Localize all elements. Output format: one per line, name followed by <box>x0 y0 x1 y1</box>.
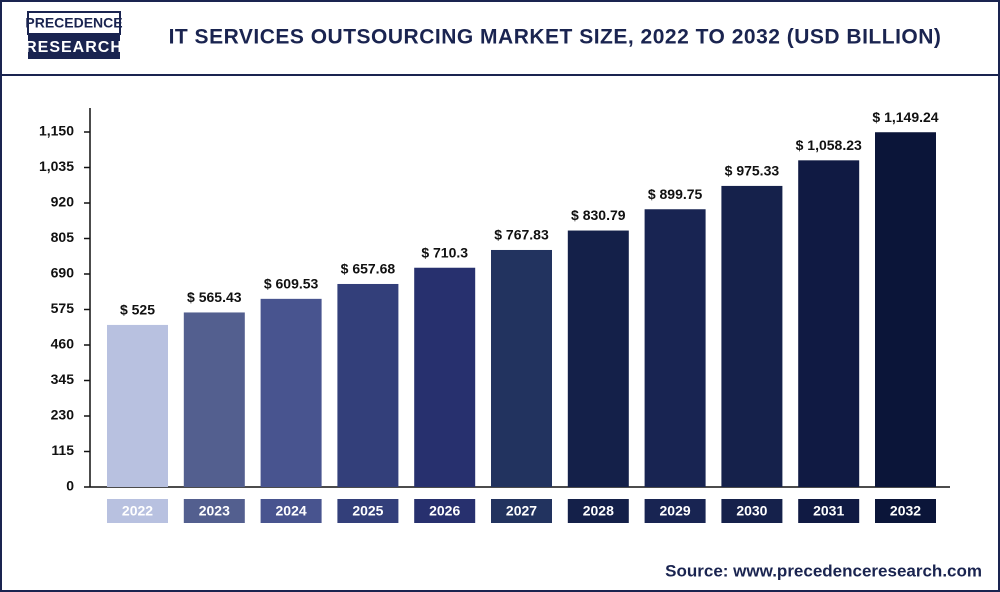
y-tick-label: 575 <box>51 300 75 316</box>
category-box <box>414 499 476 523</box>
value-label: $ 609.53 <box>264 276 319 292</box>
value-label: $ 657.68 <box>341 261 396 277</box>
y-tick-label: 1,150 <box>39 123 74 139</box>
bar <box>260 298 322 487</box>
bar <box>414 267 476 487</box>
category-box <box>491 499 552 523</box>
category-box <box>875 499 936 523</box>
value-label: $ 1,149.24 <box>872 109 938 125</box>
x-tick-label: 2028 <box>583 503 614 519</box>
category-box <box>798 499 860 523</box>
category-box <box>721 499 783 523</box>
bar <box>107 324 168 487</box>
chart-title: IT SERVICES OUTSOURCING MARKET SIZE, 202… <box>169 26 942 49</box>
logo-text: PRECEDENCE <box>25 15 122 31</box>
x-tick-label: 2023 <box>199 503 230 519</box>
bar <box>567 230 629 487</box>
y-tick-label: 0 <box>66 478 74 494</box>
value-label: $ 565.43 <box>187 289 242 305</box>
value-label: $ 525 <box>120 302 155 318</box>
bar <box>644 209 706 487</box>
bar <box>875 132 936 487</box>
x-tick-label: 2025 <box>352 503 383 519</box>
category-box <box>183 499 245 523</box>
x-tick-label: 2022 <box>122 503 153 519</box>
bar <box>721 185 783 488</box>
y-tick-label: 690 <box>51 265 75 281</box>
y-tick-label: 1,035 <box>39 158 74 174</box>
bar <box>183 312 245 487</box>
bar <box>337 283 399 487</box>
y-tick-label: 230 <box>51 407 75 423</box>
category-box <box>260 499 322 523</box>
x-tick-label: 2030 <box>736 503 767 519</box>
x-tick-label: 2031 <box>813 503 844 519</box>
y-tick-label: 805 <box>51 229 75 245</box>
x-tick-label: 2024 <box>276 503 307 519</box>
x-tick-label: 2032 <box>890 503 921 519</box>
logo-text: RESEARCH <box>25 39 123 56</box>
x-tick-label: 2029 <box>660 503 691 519</box>
logo-box <box>27 11 121 35</box>
source: Source: www.precedenceresearch.com <box>665 561 982 580</box>
category-box <box>567 499 629 523</box>
logo: PRECEDENCE RESEARCH <box>25 11 123 59</box>
y-tick-label: 920 <box>51 194 75 210</box>
y-tick-label: 115 <box>51 442 74 458</box>
value-label: $ 899.75 <box>648 186 703 202</box>
x-tick-label: 2027 <box>506 503 537 519</box>
value-label: $ 975.33 <box>725 163 780 179</box>
x-tick-label: 2026 <box>429 503 460 519</box>
y-tick-label: 460 <box>51 336 75 352</box>
value-label: $ 830.79 <box>571 207 626 223</box>
category-box <box>337 499 399 523</box>
logo-box <box>28 35 120 59</box>
y-tick-label: 345 <box>51 371 75 387</box>
value-label: $ 1,058.23 <box>796 137 862 153</box>
value-label: $ 767.83 <box>494 227 549 243</box>
bar <box>798 160 860 488</box>
bar <box>491 249 552 487</box>
category-box <box>107 499 168 523</box>
category-box <box>644 499 706 523</box>
value-label: $ 710.3 <box>421 244 468 260</box>
